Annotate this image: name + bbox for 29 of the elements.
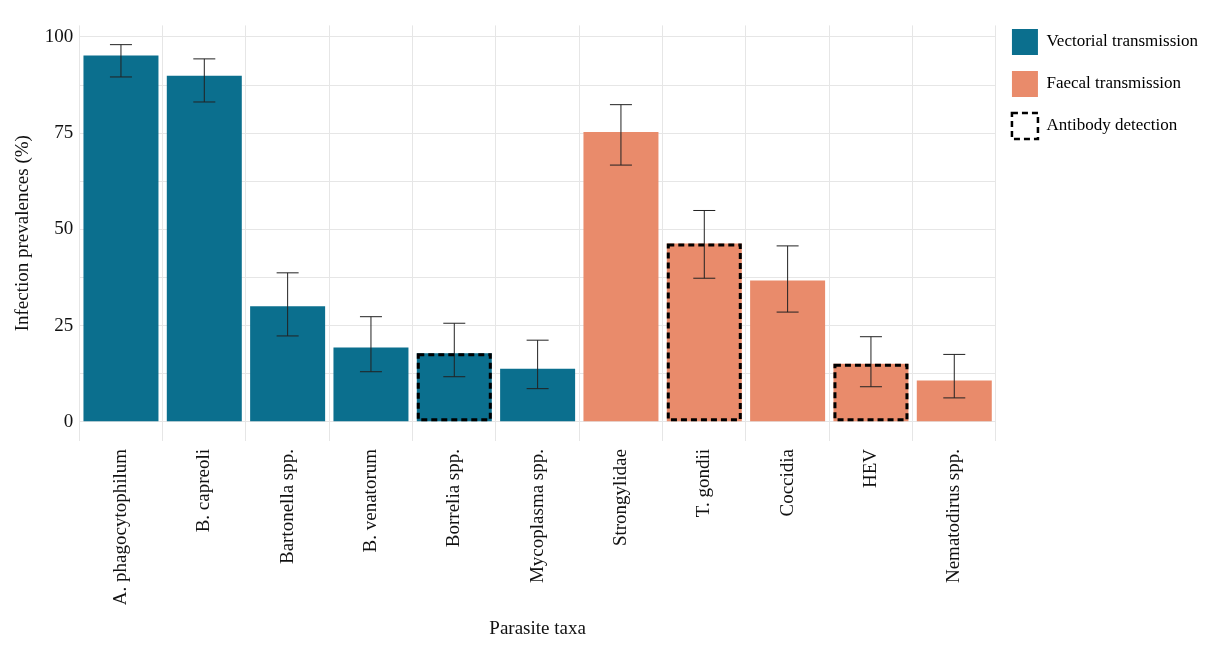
bar bbox=[333, 347, 409, 422]
x-tick-label: HEV bbox=[858, 448, 880, 489]
bar bbox=[500, 368, 576, 422]
x-tick-label: Borrelia spp. bbox=[442, 449, 464, 548]
x-tick-label: Bartonella spp. bbox=[275, 449, 297, 565]
y-tick-label: 75 bbox=[54, 121, 74, 143]
y-axis-title: Infection prevalences (%) bbox=[11, 135, 34, 332]
legend-label: Vectorial transmission bbox=[1046, 31, 1199, 51]
x-tick-label: A. phagocytophilum bbox=[108, 448, 130, 606]
x-tick-label: Coccidia bbox=[775, 448, 797, 517]
x-tick-label: Nematodirus spp. bbox=[942, 449, 964, 584]
x-tick-label: B. venatorum bbox=[358, 448, 380, 553]
y-tick-label: 0 bbox=[63, 409, 74, 431]
x-tick-label: B. capreoli bbox=[192, 449, 214, 533]
bar bbox=[83, 55, 159, 422]
x-tick-label: Strongylidae bbox=[608, 449, 630, 547]
x-axis-title: Parasite taxa bbox=[489, 616, 587, 638]
y-tick-label: 100 bbox=[44, 24, 74, 46]
y-tick-label: 50 bbox=[54, 217, 74, 239]
legend-label: Antibody detection bbox=[1046, 115, 1178, 135]
bar bbox=[583, 131, 659, 422]
bar bbox=[250, 306, 326, 422]
bar bbox=[750, 280, 826, 422]
x-tick-label: Mycoplasma spp. bbox=[525, 449, 547, 584]
bar bbox=[916, 380, 992, 422]
x-tick-label: T. gondii bbox=[692, 449, 714, 518]
y-tick-label: 25 bbox=[54, 313, 74, 335]
bar bbox=[166, 75, 242, 422]
legend-label: Faecal transmission bbox=[1046, 73, 1182, 93]
